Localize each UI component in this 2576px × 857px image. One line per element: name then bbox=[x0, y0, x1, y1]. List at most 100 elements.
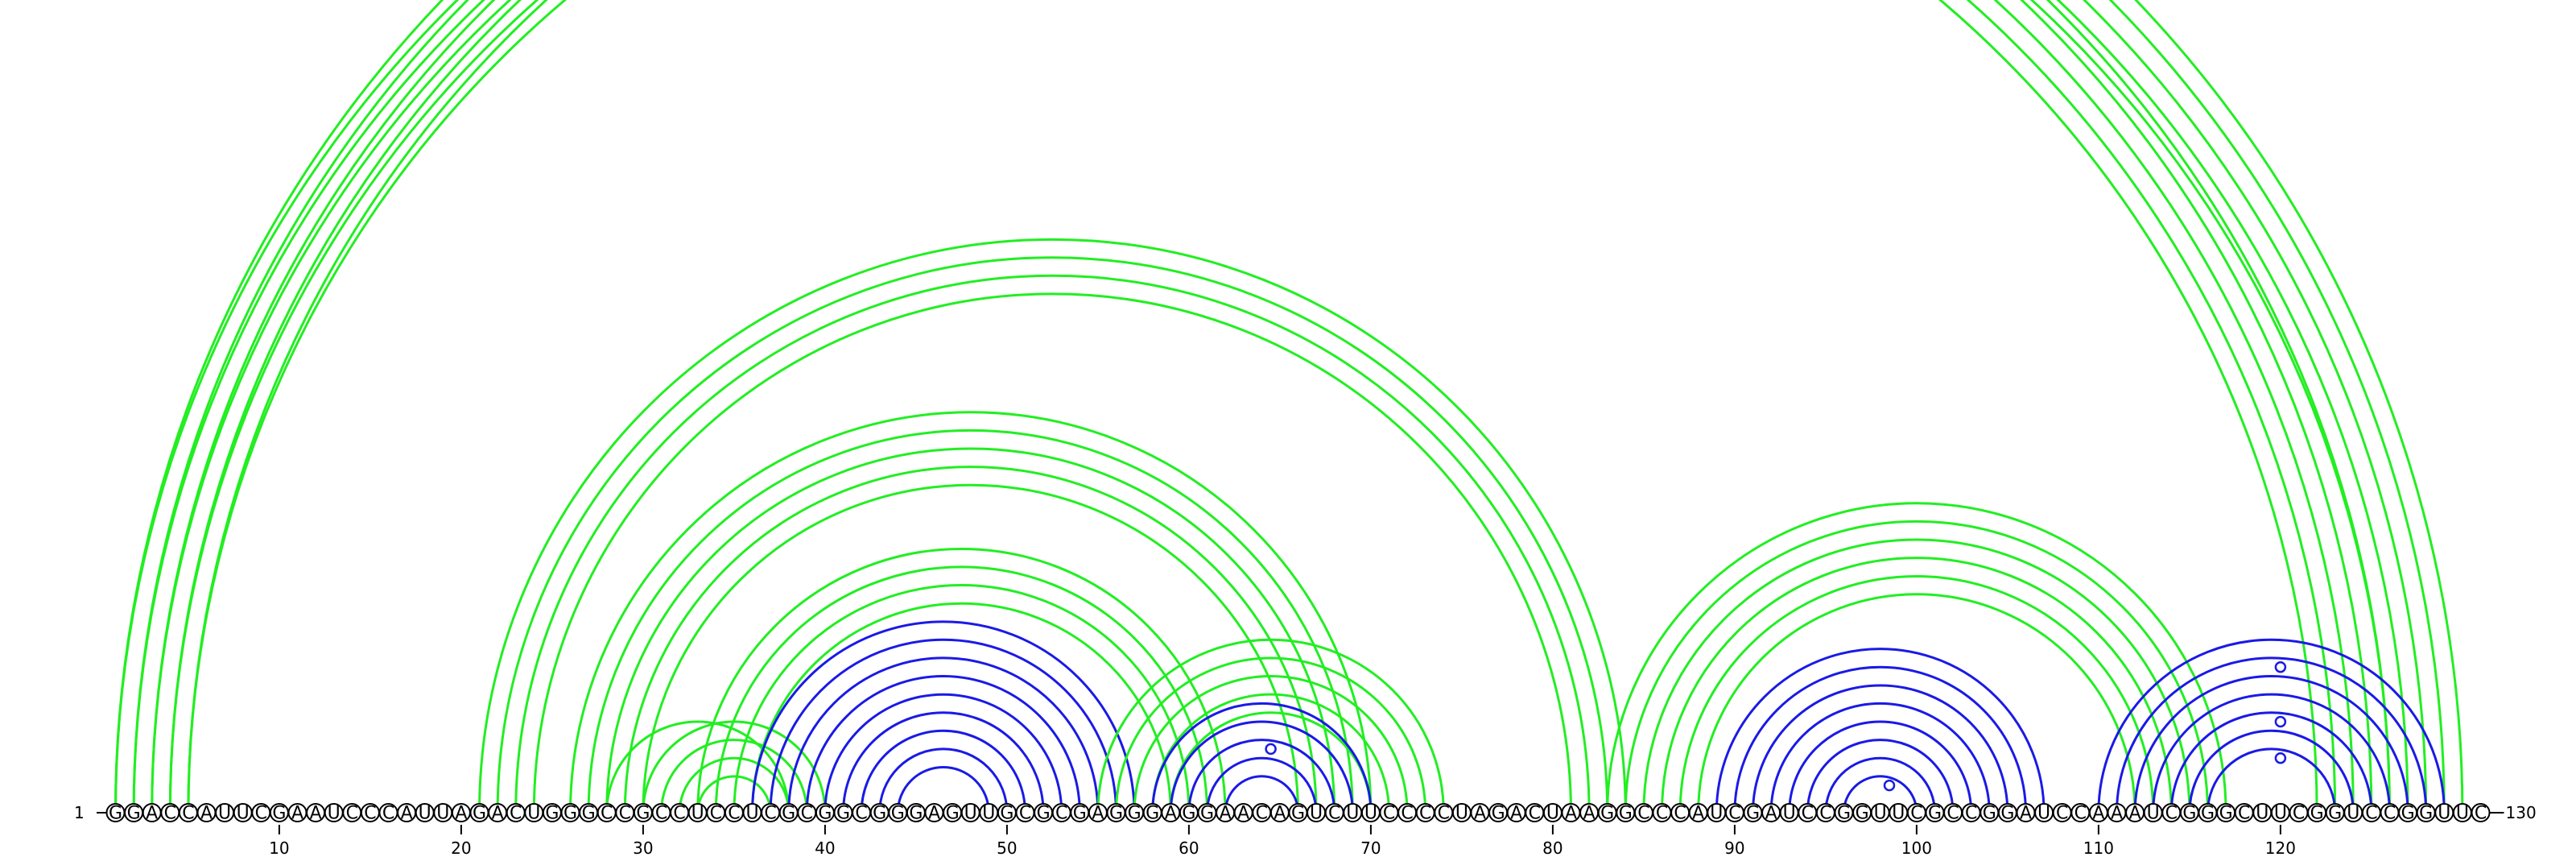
base-104: G bbox=[1979, 803, 2000, 824]
base-letter-69: U bbox=[1346, 804, 1359, 824]
base-96: G bbox=[1834, 803, 1854, 824]
base-letter-10: G bbox=[272, 804, 286, 824]
base-25: G bbox=[542, 803, 562, 824]
base-49: U bbox=[979, 803, 999, 824]
base-letter-11: A bbox=[291, 804, 303, 824]
base-letter-104: G bbox=[1983, 804, 1996, 824]
arc-blue-59-69 bbox=[1169, 720, 1354, 814]
base-117: G bbox=[2216, 803, 2236, 824]
arc-blue-95-101 bbox=[1824, 756, 1936, 814]
base-letter-105: G bbox=[2000, 804, 2014, 824]
base-letter-56: G bbox=[1109, 804, 1123, 824]
base-letter-73: C bbox=[1419, 804, 1431, 824]
base-127: G bbox=[2398, 803, 2418, 824]
base-letter-90: C bbox=[1728, 804, 1740, 824]
base-84: G bbox=[1616, 803, 1636, 824]
arc-blue-43-50 bbox=[878, 747, 1009, 814]
base-7: U bbox=[215, 803, 235, 824]
base-73: C bbox=[1415, 803, 1435, 824]
arcs-layer bbox=[114, 0, 2464, 814]
base-92: A bbox=[1761, 803, 1781, 824]
tick-label-80: 80 bbox=[1542, 838, 1563, 857]
base-31: C bbox=[651, 803, 671, 824]
base-55: A bbox=[1088, 803, 1108, 824]
base-46: A bbox=[924, 803, 944, 824]
base-letter-50: G bbox=[1000, 804, 1013, 824]
base-16: C bbox=[378, 803, 398, 824]
base-19: U bbox=[433, 803, 453, 824]
base-47: G bbox=[943, 803, 963, 824]
base-50: G bbox=[997, 803, 1017, 824]
base-letter-93: U bbox=[1783, 804, 1796, 824]
base-36: U bbox=[742, 803, 762, 824]
start-label: 1 bbox=[74, 803, 85, 822]
base-29: C bbox=[615, 803, 635, 824]
base-letter-128: G bbox=[2419, 804, 2433, 824]
marker-blue-117-123 bbox=[2274, 751, 2287, 764]
base-letter-42: C bbox=[855, 804, 867, 824]
base-128: G bbox=[2416, 803, 2436, 824]
arc-blue-94-102 bbox=[1806, 739, 1955, 814]
arc-blue-40-53 bbox=[824, 693, 1063, 814]
base-letter-1: G bbox=[109, 804, 122, 824]
arc-green-83-117 bbox=[1606, 502, 2227, 814]
base-57: G bbox=[1125, 803, 1145, 824]
base-21: G bbox=[469, 803, 489, 824]
base-letter-118: C bbox=[2238, 804, 2250, 824]
base-letter-72: C bbox=[1401, 804, 1413, 824]
base-letter-111: A bbox=[2111, 804, 2123, 824]
arc-green-33-62 bbox=[696, 547, 1227, 814]
base-5: C bbox=[178, 803, 198, 824]
arc-green-57-72 bbox=[1133, 675, 1409, 814]
base-109: C bbox=[2070, 803, 2091, 824]
base-letter-21: G bbox=[473, 804, 486, 824]
arc-green-30-66 bbox=[642, 483, 1299, 814]
base-letter-33: U bbox=[691, 804, 704, 824]
base-10: G bbox=[269, 803, 289, 824]
base-letter-83: G bbox=[1600, 804, 1614, 824]
base-75: U bbox=[1451, 803, 1472, 824]
base-107: U bbox=[2034, 803, 2054, 824]
base-letter-113: U bbox=[2147, 804, 2160, 824]
base-letter-15: C bbox=[364, 804, 376, 824]
arc-green-1-126 bbox=[114, 0, 2391, 814]
base-letter-55: A bbox=[1092, 804, 1104, 824]
base-63: A bbox=[1233, 803, 1253, 824]
base-129: U bbox=[2434, 803, 2454, 824]
base-83: G bbox=[1597, 803, 1617, 824]
base-letter-117: G bbox=[2219, 804, 2233, 824]
arc-blue-110-129 bbox=[2097, 638, 2446, 814]
tick-label-40: 40 bbox=[815, 838, 835, 857]
base-116: G bbox=[2198, 803, 2218, 824]
base-76: A bbox=[1470, 803, 1490, 824]
base-letter-100: C bbox=[1910, 804, 1922, 824]
base-65: A bbox=[1269, 803, 1290, 824]
base-78: A bbox=[1506, 803, 1526, 824]
base-letter-36: U bbox=[745, 804, 758, 824]
base-letter-125: C bbox=[2365, 804, 2377, 824]
base-letter-66: G bbox=[1291, 804, 1305, 824]
base-letter-79: C bbox=[1529, 804, 1541, 824]
base-letter-16: C bbox=[382, 804, 394, 824]
base-17: A bbox=[397, 803, 417, 824]
base-letter-4: C bbox=[164, 804, 176, 824]
arc-blue-36-57 bbox=[751, 620, 1136, 814]
base-64: C bbox=[1252, 803, 1272, 824]
base-72: C bbox=[1397, 803, 1418, 824]
base-letter-44: G bbox=[891, 804, 905, 824]
base-71: C bbox=[1379, 803, 1399, 824]
base-112: A bbox=[2125, 803, 2145, 824]
arc-blue-90-106 bbox=[1733, 665, 2027, 814]
base-111: A bbox=[2107, 803, 2127, 824]
base-letter-82: A bbox=[1583, 804, 1596, 824]
arc-blue-37-56 bbox=[769, 638, 1117, 814]
base-letter-38: G bbox=[782, 804, 795, 824]
base-letter-97: G bbox=[1856, 804, 1869, 824]
arc-blue-116-123 bbox=[2207, 747, 2337, 814]
base-11: A bbox=[287, 803, 308, 824]
base-letter-25: G bbox=[545, 804, 559, 824]
base-62: A bbox=[1216, 803, 1236, 824]
ticks-layer: 10 20 30 40 50 60 70 80 90 100 110 120 bbox=[269, 825, 2296, 857]
base-letter-84: G bbox=[1619, 804, 1633, 824]
